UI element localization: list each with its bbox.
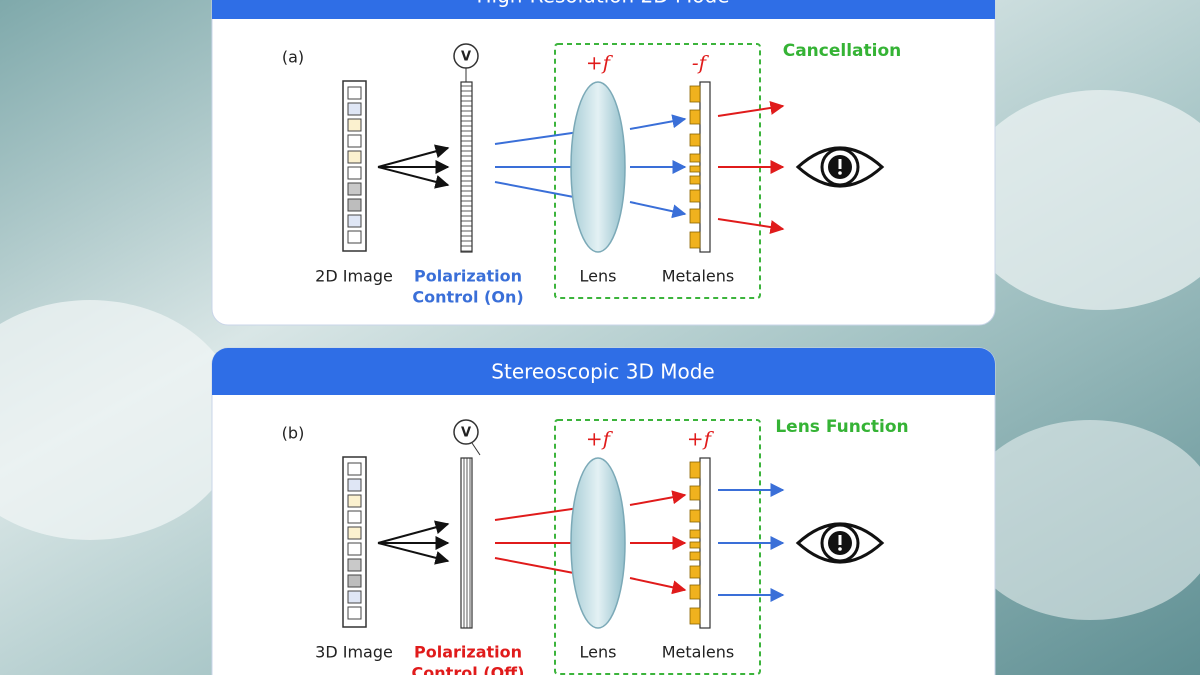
- meta-atom: [689, 109, 701, 125]
- meta-atom: [689, 189, 701, 203]
- pixel: [347, 102, 362, 116]
- pixel: [347, 510, 362, 524]
- pixel: [347, 590, 362, 604]
- pixel: [347, 214, 362, 228]
- pixel: [347, 574, 362, 588]
- pixel: [347, 606, 362, 620]
- meta-atom: [689, 541, 701, 549]
- meta-atom: [689, 485, 701, 501]
- meta-atom: [689, 85, 701, 103]
- image-label: 3D Image: [315, 643, 393, 662]
- wire: [471, 442, 481, 456]
- pixel: [347, 134, 362, 148]
- cloud: [960, 420, 1200, 620]
- voltage-source: [453, 43, 479, 69]
- meta-atom: [689, 607, 701, 625]
- panel-header: [212, 0, 995, 19]
- beam: [629, 577, 687, 595]
- meta-atom: [689, 509, 701, 523]
- polarizer: [460, 457, 473, 629]
- pixel: [347, 478, 362, 492]
- lens: [570, 81, 626, 253]
- metalens-label: Metalens: [662, 267, 735, 286]
- pixel: [347, 118, 362, 132]
- beam: [717, 218, 785, 235]
- meta-atom: [689, 208, 701, 224]
- ray: [377, 166, 450, 189]
- lens-box: [554, 419, 761, 675]
- panel: Stereoscopic 3D Mode (b) V +f +f Lens Functio…: [211, 347, 996, 675]
- meta-atom: [689, 175, 701, 185]
- voltage-source: [453, 419, 479, 445]
- meta-atom: [689, 231, 701, 249]
- polarization-label: Control (On): [412, 288, 523, 307]
- polarizer: [460, 81, 473, 253]
- pixel: [347, 462, 362, 476]
- lens-label: Lens: [580, 643, 617, 662]
- meta-atom: [689, 565, 701, 579]
- pixel: [347, 526, 362, 540]
- meta-atom: [689, 153, 701, 163]
- ray: [377, 144, 450, 168]
- pixel: [347, 542, 362, 556]
- pixel: [347, 558, 362, 572]
- panel-label: (b): [282, 424, 305, 443]
- polarization-label: Control (Off): [412, 664, 525, 675]
- pupil-mark: [838, 547, 842, 551]
- metalens-label: Metalens: [662, 643, 735, 662]
- pixel: [347, 494, 362, 508]
- pupil-mark: [838, 535, 842, 545]
- meta-atom: [689, 584, 701, 600]
- metalens: [699, 81, 711, 253]
- voltage-label: V: [461, 426, 471, 441]
- pixel: [347, 198, 362, 212]
- panel-header: [212, 348, 995, 395]
- polarization-label: Polarization: [414, 267, 522, 286]
- panel-title: High-Resolution 2D Mode: [476, 0, 729, 8]
- pixel: [347, 86, 362, 100]
- beam: [717, 100, 785, 117]
- beam: [629, 114, 687, 130]
- cloud: [0, 300, 240, 540]
- lens-focus: +f: [586, 427, 614, 451]
- meta-atom: [689, 529, 701, 539]
- metalens: [699, 457, 711, 629]
- meta-atom: [689, 165, 701, 173]
- voltage-label: V: [461, 50, 471, 65]
- beam: [629, 201, 687, 219]
- panel: High-Resolution 2D Mode (a) V +f -f Cancellat…: [211, 0, 996, 326]
- lens-focus: +f: [586, 51, 614, 75]
- lens-label: Lens: [580, 267, 617, 286]
- panel-label: (a): [282, 48, 304, 67]
- pupil-mark: [838, 159, 842, 169]
- meta-atom: [689, 551, 701, 561]
- image-label: 2D Image: [315, 267, 393, 286]
- metalens-focus: -f: [692, 51, 710, 75]
- cloud: [960, 90, 1200, 310]
- polarization-label: Polarization: [414, 643, 522, 662]
- ray: [377, 520, 450, 544]
- pixel: [347, 182, 362, 196]
- pixel: [347, 230, 362, 244]
- pixel: [347, 150, 362, 164]
- lens: [570, 457, 626, 629]
- meta-atom: [689, 461, 701, 479]
- lens-box: [554, 43, 761, 299]
- pixel: [347, 166, 362, 180]
- result-label: Cancellation: [783, 41, 902, 61]
- pupil-mark: [838, 171, 842, 175]
- ray: [377, 542, 450, 565]
- panel-title: Stereoscopic 3D Mode: [491, 360, 714, 384]
- beam: [629, 490, 687, 506]
- meta-atom: [689, 133, 701, 147]
- result-label: Lens Function: [775, 417, 908, 437]
- metalens-focus: +f: [687, 427, 715, 451]
